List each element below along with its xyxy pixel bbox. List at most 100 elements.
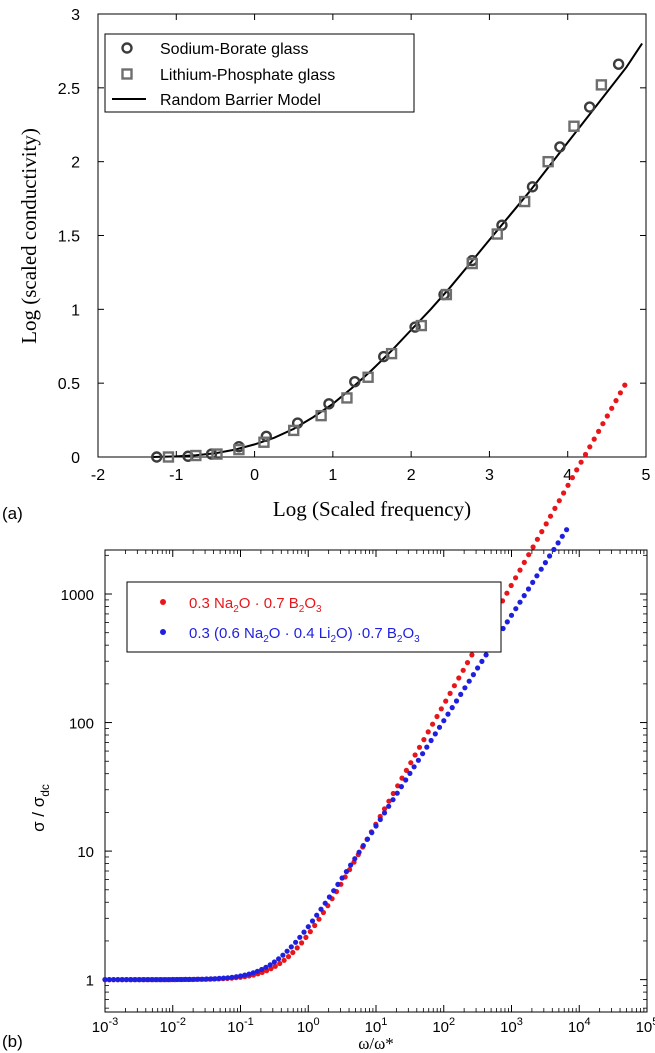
point-sodium-borate xyxy=(260,430,273,443)
x-tick-label-a: 2 xyxy=(407,467,416,484)
point-mixed-alkali xyxy=(377,816,383,823)
x-tick-label-b: 104 xyxy=(568,1016,591,1036)
point-mixed-alkali xyxy=(102,977,108,983)
y-tick-label-a: 3 xyxy=(71,7,80,24)
point-mixed-alkali xyxy=(352,856,358,862)
x-axis-label-b: ω/ω* xyxy=(358,1034,394,1053)
legend-marker-sodium-borate xyxy=(121,42,133,54)
y-tick-label-b: 100 xyxy=(69,716,94,733)
panel-label-b: (b) xyxy=(2,1032,23,1051)
x-tick-label-b: 10-1 xyxy=(227,1016,253,1036)
point-na-borate xyxy=(526,552,532,558)
point-mixed-alkali xyxy=(513,606,519,612)
point-na-borate xyxy=(272,963,278,969)
point-mixed-alkali xyxy=(153,977,159,983)
point-mixed-alkali xyxy=(314,912,320,918)
point-na-borate xyxy=(416,744,423,750)
point-na-borate xyxy=(386,798,392,804)
legend-marker-mixed-alkali xyxy=(160,629,166,635)
point-mixed-alkali xyxy=(564,527,570,533)
point-sodium-borate xyxy=(526,181,539,193)
point-sodium-borate xyxy=(233,440,245,453)
point-mixed-alkali xyxy=(204,976,210,982)
point-na-borate xyxy=(303,934,309,941)
point-na-borate xyxy=(504,590,510,596)
point-mixed-alkali xyxy=(280,952,286,958)
point-mixed-alkali xyxy=(233,974,239,980)
point-na-borate xyxy=(312,922,318,929)
point-mixed-alkali xyxy=(216,975,222,982)
point-na-borate xyxy=(596,428,602,434)
legend-box-b xyxy=(126,581,502,653)
point-mixed-alkali xyxy=(415,757,421,763)
point-na-borate xyxy=(299,940,305,946)
point-na-borate xyxy=(464,660,471,666)
point-mixed-alkali xyxy=(428,737,434,744)
y-axis-label-b-sub: dc xyxy=(38,784,52,797)
point-mixed-alkali xyxy=(559,533,565,539)
point-mixed-alkali xyxy=(140,977,146,983)
point-mixed-alkali xyxy=(110,977,117,983)
point-lithium-phosphate xyxy=(440,288,453,301)
point-na-borate xyxy=(552,505,558,511)
point-na-borate xyxy=(622,382,628,388)
point-mixed-alkali xyxy=(420,751,426,757)
x-tick-label-b: 10-2 xyxy=(160,1016,186,1036)
point-na-borate xyxy=(425,729,431,735)
x-tick-label-a: 5 xyxy=(642,467,651,484)
point-mixed-alkali xyxy=(360,843,366,849)
y-tick-label-b: 1 xyxy=(86,973,94,990)
point-mixed-alkali xyxy=(356,849,362,855)
point-mixed-alkali xyxy=(458,691,464,698)
point-na-borate xyxy=(381,806,388,812)
point-mixed-alkali xyxy=(398,784,404,790)
point-na-borate xyxy=(460,667,466,673)
point-sodium-borate xyxy=(583,101,596,113)
point-na-borate xyxy=(412,752,418,758)
point-mixed-alkali xyxy=(326,894,332,900)
point-na-borate xyxy=(469,652,475,658)
point-mixed-alkali xyxy=(199,976,205,982)
point-mixed-alkali xyxy=(407,770,413,777)
point-na-borate xyxy=(513,575,519,581)
point-mixed-alkali xyxy=(386,803,392,809)
point-na-borate xyxy=(534,536,541,542)
point-mixed-alkali xyxy=(343,869,349,875)
point-lithium-phosphate xyxy=(288,424,300,437)
point-mixed-alkali xyxy=(449,705,455,711)
point-mixed-alkali xyxy=(390,797,396,803)
point-mixed-alkali xyxy=(127,977,133,983)
point-mixed-alkali xyxy=(335,881,341,888)
point-mixed-alkali xyxy=(242,972,248,978)
x-axis-label-b-text: ω/ω* xyxy=(358,1034,394,1053)
point-mixed-alkali xyxy=(259,966,265,973)
point-na-borate xyxy=(421,737,427,743)
point-mixed-alkali xyxy=(453,698,460,704)
legend-marker-lithium-phosphate xyxy=(121,68,133,80)
axis-ticks-a: -2 -1 0 1 2 3 4 5 0 0.5 1 1.5 2 2.5 3 xyxy=(58,7,651,484)
point-mixed-alkali xyxy=(381,810,388,816)
point-lithium-phosphate xyxy=(341,392,353,404)
point-sodium-borate xyxy=(151,451,163,463)
point-mixed-alkali xyxy=(500,625,506,632)
panel-label-a: (a) xyxy=(2,504,23,523)
point-mixed-alkali xyxy=(293,939,299,945)
x-tick-label-b: 101 xyxy=(365,1016,388,1036)
point-mixed-alkali xyxy=(195,976,201,982)
point-na-borate xyxy=(547,513,554,519)
legend-b: 0.3 Na2O · 0.7 B2O3 0.3 (0.6 Na2O · 0.4 … xyxy=(126,581,502,653)
point-mixed-alkali xyxy=(462,685,468,691)
chart-panel-a: -2 -1 0 1 2 3 4 5 0 0.5 1 1.5 2 2.5 3 Sodium-Borate gl… xyxy=(2,7,651,523)
x-tick-label-b: 100 xyxy=(297,1016,320,1036)
point-na-borate xyxy=(521,559,527,566)
point-mixed-alkali xyxy=(221,975,227,981)
y-axis-label-b: σ / σdc xyxy=(29,784,52,832)
point-na-borate xyxy=(281,957,287,963)
point-lithium-phosphate xyxy=(595,79,608,91)
point-lithium-phosphate xyxy=(162,451,175,463)
point-mixed-alkali xyxy=(424,744,430,750)
chart-panel-b: 10-310-210-11001011021031041051101001000… xyxy=(2,382,655,1053)
point-na-borate xyxy=(508,582,514,589)
point-lithium-phosphate xyxy=(385,347,398,360)
point-mixed-alkali xyxy=(174,976,180,983)
